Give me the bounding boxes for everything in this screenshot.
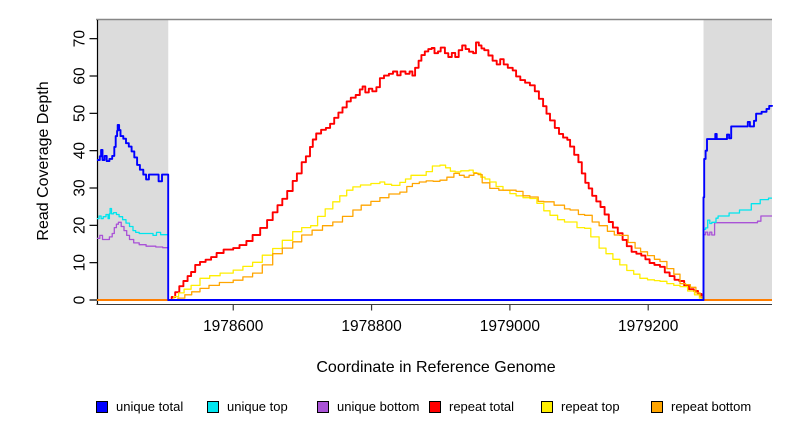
series-line-repeat-top [97,164,772,301]
x-axis-title: Coordinate in Reference Genome [316,359,556,376]
y-tick-label: 70 [72,30,89,48]
series-line-unique-bottom [97,215,772,301]
y-tick-label: 0 [72,295,89,304]
x-tick-label: 1978600 [203,318,264,335]
y-tick-label: 60 [72,67,89,85]
y-tick-label: 40 [72,142,89,160]
y-tick-label: 30 [72,179,89,197]
x-tick-label: 1978800 [341,318,402,335]
x-tick-label: 1979000 [480,318,541,335]
shaded-region [703,20,772,301]
y-tick-label: 10 [72,254,89,272]
y-axis-title: Read Coverage Depth [35,81,52,241]
series-line-repeat-bottom [97,172,772,301]
x-tick-label: 1979200 [618,318,679,335]
series-line-unique-top [97,197,772,301]
series-line-repeat-total [97,41,772,301]
series-line-unique-total [97,104,773,301]
y-tick-label: 50 [72,104,89,122]
y-tick-label: 20 [72,216,89,234]
